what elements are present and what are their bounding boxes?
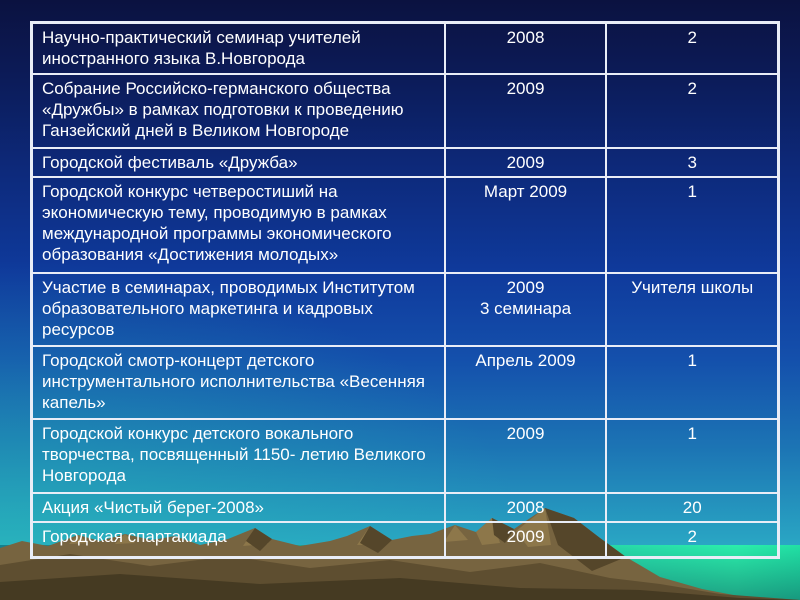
table-row: Городская спартакиада 2009 2 [30,520,780,559]
table-row: Собрание Российско-германского общества … [30,72,780,149]
table-row: Городской смотр-концерт детского инструм… [30,344,780,420]
date-cell: 2008 [443,21,607,75]
table-row: Городской конкурс четверостиший на эконо… [30,175,780,274]
count-cell: 1 [604,344,780,420]
event-cell: Акция «Чистый берег-2008» [30,491,446,523]
table-row: Научно-практический семинар учителей ино… [30,21,780,75]
count-cell: 1 [604,417,780,494]
events-table: Научно-практический семинар учителей ино… [30,21,780,559]
event-cell: Городской фестиваль «Дружба» [30,146,446,178]
count-cell: 1 [604,175,780,274]
count-cell: 20 [604,491,780,523]
event-cell: Научно-практический семинар учителей ино… [30,21,446,75]
event-cell: Городская спартакиада [30,520,446,559]
event-cell: Городской смотр-концерт детского инструм… [30,344,446,420]
date-cell: 2009 [443,520,607,559]
event-cell: Городской конкурс детского вокального тв… [30,417,446,494]
count-cell: Учителя школы [604,271,780,347]
event-cell: Собрание Российско-германского общества … [30,72,446,149]
count-cell: 3 [604,146,780,178]
date-cell: 2009 [443,72,607,149]
date-cell: Март 2009 [443,175,607,274]
table-row: Городской конкурс детского вокального тв… [30,417,780,494]
mountain-foreground [0,574,800,600]
event-cell: Участие в семинарах, проводимых Институт… [30,271,446,347]
count-cell: 2 [604,21,780,75]
date-cell: 2008 [443,491,607,523]
count-cell: 2 [604,520,780,559]
date-cell: 2009 [443,417,607,494]
event-cell: Городской конкурс четверостиший на эконо… [30,175,446,274]
date-cell: Апрель 2009 [443,344,607,420]
count-cell: 2 [604,72,780,149]
date-cell: 2009 [443,146,607,178]
date-cell: 2009 3 семинара [443,271,607,347]
table-row: Акция «Чистый берег-2008» 2008 20 [30,491,780,523]
table-row: Городской фестиваль «Дружба» 2009 3 [30,146,780,178]
table-row: Участие в семинарах, проводимых Институт… [30,271,780,347]
